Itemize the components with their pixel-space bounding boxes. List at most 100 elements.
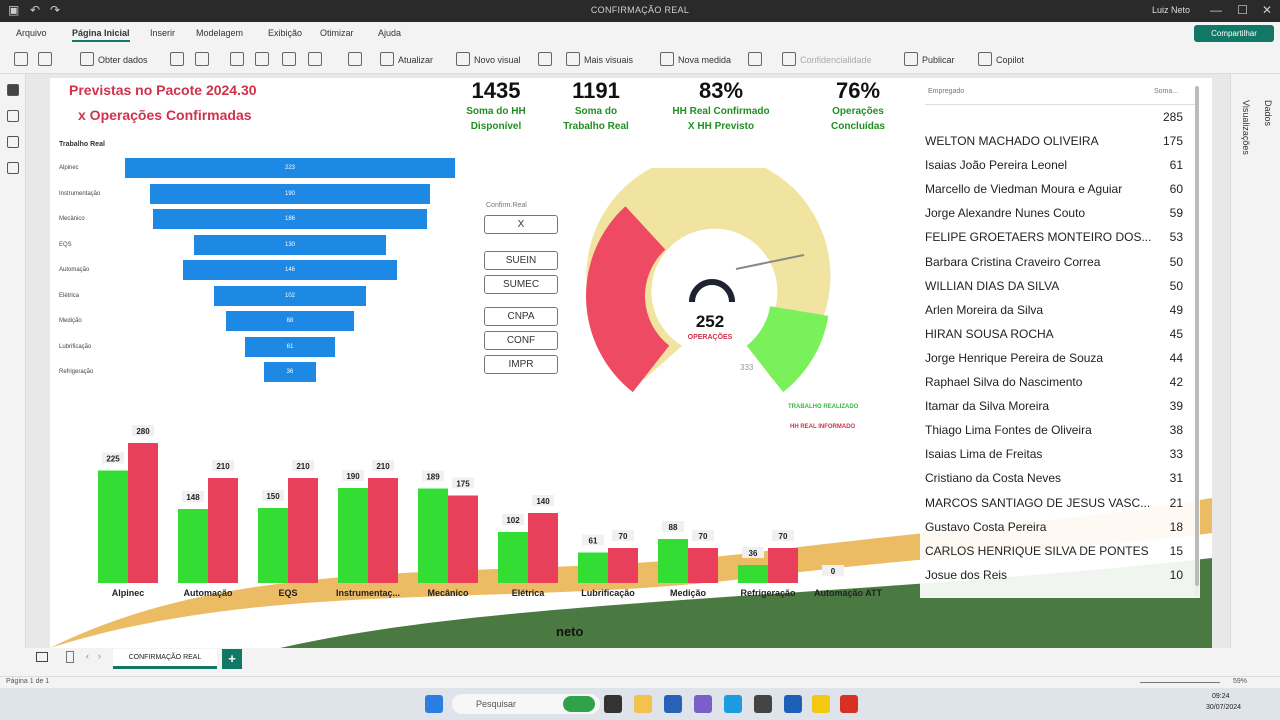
get-data-button[interactable]: Obter dados [98, 55, 148, 65]
menu-exibicao[interactable]: Exibição [268, 28, 303, 38]
bar-trabalho-real[interactable] [178, 509, 208, 583]
bar-trabalho-real[interactable] [738, 565, 768, 583]
funnel-bar[interactable]: 88 [225, 311, 355, 331]
dataverse-icon[interactable] [282, 52, 296, 66]
publish-button[interactable]: Publicar [922, 55, 955, 65]
employee-header-name[interactable]: Empregado [928, 88, 965, 95]
zoom-slider[interactable] [1140, 682, 1220, 683]
user-name[interactable]: Luiz Neto [1151, 5, 1190, 15]
sql-icon[interactable] [230, 52, 244, 66]
bar-hh-previsto[interactable] [208, 478, 238, 583]
data-pane-tab[interactable]: Dados [1263, 100, 1273, 127]
bar-hh-previsto[interactable] [688, 548, 718, 583]
funnel-bar[interactable]: 130 [194, 234, 386, 255]
page-tab-confirmacao-real[interactable]: CONFIRMAÇÃO REAL [113, 649, 217, 669]
share-button[interactable]: Compartilhar [1194, 25, 1274, 42]
bar-trabalho-real[interactable] [498, 532, 528, 583]
funnel-bar[interactable]: 146 [182, 260, 398, 280]
menu-arquivo[interactable]: Arquivo [16, 28, 47, 38]
model-view-icon[interactable] [7, 136, 19, 148]
refresh-button[interactable]: Atualizar [398, 55, 434, 65]
new-measure-button[interactable]: Nova medida [678, 55, 732, 65]
widget-icon[interactable] [563, 696, 595, 712]
get-data-icon[interactable] [80, 52, 94, 66]
copilot-button[interactable]: Copilot [996, 55, 1025, 65]
slicer-button-x[interactable]: X [484, 215, 558, 234]
teams-icon[interactable] [694, 695, 712, 713]
transform-icon[interactable] [348, 52, 362, 66]
app-icon[interactable] [754, 695, 772, 713]
outlook-icon[interactable] [784, 695, 802, 713]
enter-data-icon[interactable] [255, 52, 269, 66]
close-icon[interactable]: ✕ [1261, 3, 1272, 17]
task-view-icon[interactable] [604, 695, 622, 713]
taskbar-search[interactable]: Pesquisar [452, 694, 600, 714]
employee-header-value[interactable]: Soma... [1154, 88, 1179, 95]
slicer-button-impr[interactable]: IMPR [484, 355, 558, 374]
slicer-button-cnpa[interactable]: CNPA [484, 307, 558, 326]
app-red-icon[interactable] [840, 695, 858, 713]
mobile-layout-icon[interactable] [66, 651, 74, 663]
bar-trabalho-real[interactable] [658, 539, 688, 583]
maximize-icon[interactable]: ☐ [1237, 3, 1248, 17]
menu-ajuda[interactable]: Ajuda [378, 28, 402, 38]
add-page-button[interactable]: + [222, 649, 242, 669]
file-explorer-icon[interactable] [634, 695, 652, 713]
slicer-button-conf[interactable]: CONF [484, 331, 558, 350]
bar-hh-previsto[interactable] [528, 513, 558, 583]
format-painter-icon[interactable] [38, 52, 52, 66]
minimize-icon[interactable]: — [1210, 3, 1222, 17]
slicer-button-sumec[interactable]: SUMEC [484, 275, 558, 294]
bar-trabalho-real[interactable] [338, 488, 368, 583]
refresh-icon[interactable] [380, 52, 394, 66]
dax-query-view-icon[interactable] [7, 162, 19, 174]
publish-icon[interactable] [904, 52, 918, 66]
windows-start-icon[interactable] [425, 695, 443, 713]
bar-hh-previsto[interactable] [768, 548, 798, 583]
visualizations-pane-tab[interactable]: Visualizações [1241, 100, 1251, 155]
more-visuals-icon[interactable] [566, 52, 580, 66]
menu-inserir[interactable]: Inserir [150, 28, 176, 38]
next-page-icon[interactable]: › [98, 651, 101, 661]
funnel-bar[interactable]: 190 [149, 183, 431, 204]
funnel-bar[interactable]: 102 [214, 285, 366, 306]
new-measure-icon[interactable] [660, 52, 674, 66]
table-scrollbar[interactable] [1195, 86, 1199, 596]
prev-page-icon[interactable]: ‹ [86, 651, 89, 661]
bar-hh-previsto[interactable] [448, 495, 478, 584]
slicer-button-suein[interactable]: SUEIN [484, 251, 558, 270]
funnel-chart[interactable]: Alpinec 223 Instrumentação 190 Mecânico 186 EQ… [50, 158, 470, 388]
excel-icon[interactable] [170, 52, 184, 66]
save-icon[interactable]: ▣ [8, 3, 20, 17]
menu-pagina-inicial[interactable]: Página Inicial [72, 28, 130, 42]
funnel-bar[interactable]: 223 [125, 158, 455, 178]
funnel-bar[interactable]: 36 [263, 362, 317, 382]
bar-hh-previsto[interactable] [368, 478, 398, 583]
copilot-icon[interactable] [978, 52, 992, 66]
redo-icon[interactable]: ↷ [50, 3, 61, 17]
bar-hh-previsto[interactable] [288, 478, 318, 583]
paste-icon[interactable] [14, 52, 28, 66]
text-box-icon[interactable] [538, 52, 552, 66]
bar-trabalho-real[interactable] [258, 508, 288, 583]
new-visual-button[interactable]: Novo visual [474, 55, 521, 65]
bar-chart[interactable]: 225 280 148 210 150 210 190 210 189 175 102 140 61 70… [90, 378, 890, 588]
chrome-icon[interactable] [724, 695, 742, 713]
bar-trabalho-real[interactable] [578, 552, 608, 584]
employee-table[interactable] [920, 78, 1200, 598]
bar-hh-previsto[interactable] [128, 443, 158, 583]
recent-sources-icon[interactable] [308, 52, 322, 66]
funnel-bar[interactable]: 186 [153, 209, 427, 229]
desktop-layout-icon[interactable] [36, 652, 48, 662]
undo-icon[interactable]: ↶ [30, 3, 41, 17]
menu-otimizar[interactable]: Otimizar [320, 28, 354, 38]
table-view-icon[interactable] [7, 110, 19, 122]
bar-trabalho-real[interactable] [98, 470, 128, 584]
bar-trabalho-real[interactable] [418, 488, 448, 584]
onelake-icon[interactable] [195, 52, 209, 66]
report-view-icon[interactable] [7, 84, 19, 96]
quick-measure-icon[interactable] [748, 52, 762, 66]
funnel-bar[interactable]: 61 [245, 336, 335, 357]
edge-icon[interactable] [664, 695, 682, 713]
powerbi-icon[interactable] [812, 695, 830, 713]
